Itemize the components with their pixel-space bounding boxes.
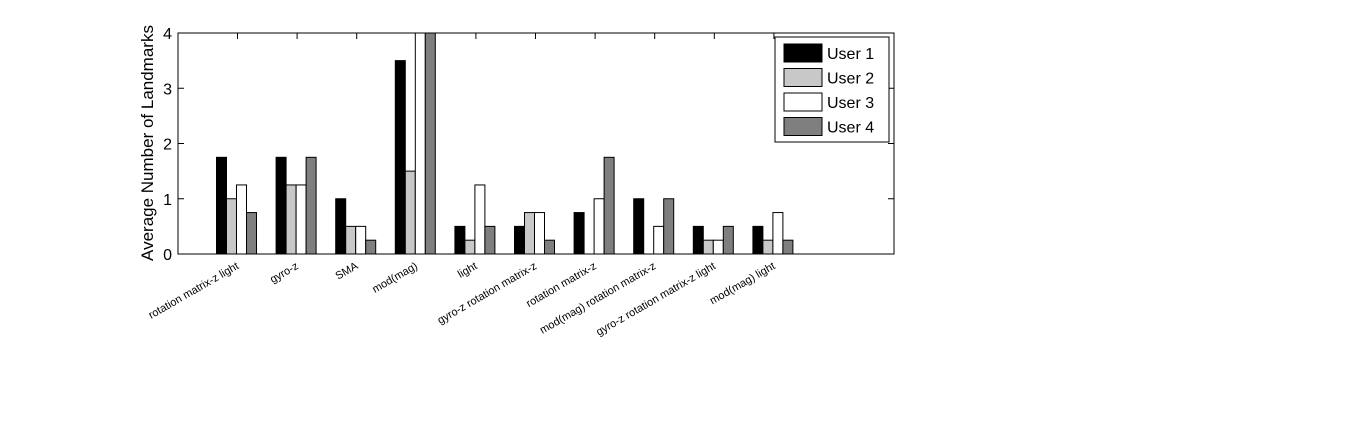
- bars-group: [216, 32, 794, 255]
- bar: [712, 239, 724, 255]
- y-tick-labels: 0 1 2 3 4: [163, 26, 172, 264]
- x-category-label: gyro-z rotation matrix-z: [436, 260, 539, 327]
- x-category-label: mod(mag): [370, 260, 419, 295]
- x-category-label: rotation matrix-z light: [147, 260, 241, 321]
- bar: [573, 212, 585, 255]
- bar: [702, 239, 714, 255]
- y-tick-label: 0: [163, 247, 172, 264]
- x-category-label: gyro-z rotation matrix-z light: [594, 260, 718, 338]
- x-category-label: SMA: [334, 260, 361, 283]
- bar: [335, 198, 347, 255]
- bar: [603, 156, 615, 255]
- bar: [782, 239, 794, 255]
- bar: [404, 170, 416, 255]
- bar: [216, 156, 227, 255]
- bar: [722, 225, 734, 255]
- bar: [544, 239, 555, 255]
- y-axis-label: Average Number of Landmarks: [138, 25, 157, 261]
- bar: [633, 198, 645, 255]
- bar: [414, 32, 426, 255]
- x-category-label: mod(mag) light: [708, 260, 778, 307]
- legend: User 1 User 2 User 3 User 4: [774, 36, 890, 143]
- bar: [692, 225, 704, 255]
- legend-label: User 4: [827, 120, 874, 137]
- y-tick-label: 4: [163, 26, 172, 43]
- bar: [226, 198, 237, 255]
- y-tick-label: 2: [163, 137, 172, 154]
- legend-swatch: [783, 117, 823, 136]
- bar: [514, 225, 525, 255]
- bar: [305, 156, 317, 255]
- bar: [295, 184, 307, 255]
- bar: [772, 212, 784, 255]
- bar: [524, 212, 535, 255]
- bar: [593, 198, 605, 255]
- y-tick-label: 3: [163, 81, 172, 98]
- bar: [275, 156, 287, 255]
- y-tick-label: 1: [163, 192, 172, 209]
- bar: [285, 184, 297, 255]
- bar: [653, 225, 665, 255]
- legend-swatch: [783, 92, 823, 112]
- bar: [762, 239, 774, 255]
- legend-swatch: [783, 68, 823, 87]
- bar: [365, 239, 377, 255]
- x-category-labels: rotation matrix-z light gyro-z SMA mod(mag)…: [147, 260, 778, 339]
- bar: [464, 239, 476, 255]
- legend-label: User 2: [827, 71, 874, 88]
- bar: [246, 212, 257, 255]
- bar: [236, 184, 247, 255]
- x-category-label: gyro-z: [268, 260, 300, 286]
- bar: [355, 225, 367, 255]
- bar: [474, 184, 486, 255]
- bar: [534, 212, 545, 255]
- legend-label: User 3: [827, 95, 874, 112]
- bar: [424, 32, 436, 255]
- bar: [454, 225, 466, 255]
- bar: [663, 198, 675, 255]
- bar: [345, 225, 357, 255]
- x-category-label: light: [456, 260, 479, 280]
- bar: [394, 60, 406, 255]
- legend-swatch: [783, 43, 823, 63]
- legend-label: User 1: [827, 46, 874, 63]
- bar: [484, 225, 496, 255]
- bar: [752, 225, 764, 255]
